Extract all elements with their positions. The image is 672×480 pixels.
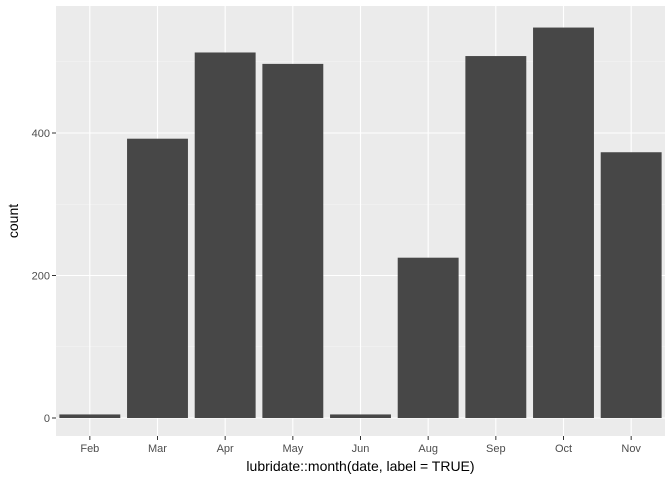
y-tick-label: 0 [44, 413, 50, 425]
x-tick-label-apr: Apr [217, 443, 234, 455]
x-tick-label-sep: Sep [486, 443, 506, 455]
x-tick-label-jun: Jun [352, 443, 370, 455]
bar-may [262, 63, 324, 418]
y-axis: 0 200 400 [32, 128, 56, 425]
x-axis-title: lubridate::month(date, label = TRUE) [246, 458, 474, 474]
bar-nov [600, 152, 662, 419]
x-axis: Feb Mar Apr May Jun Aug Sep Oct Nov [80, 436, 641, 455]
x-tick-label-mar: Mar [148, 443, 167, 455]
bars [59, 27, 662, 419]
x-tick-label-may: May [282, 443, 303, 455]
bar-aug [397, 257, 459, 418]
y-tick-label: 400 [32, 128, 50, 140]
x-tick-label-aug: Aug [418, 443, 438, 455]
y-tick-label: 200 [32, 271, 50, 283]
x-tick-label-feb: Feb [80, 443, 99, 455]
bar-apr [194, 52, 256, 419]
bar-oct [533, 27, 594, 419]
y-axis-title: count [5, 204, 21, 238]
bar-feb [59, 414, 121, 418]
bar-sep [465, 56, 527, 419]
x-tick-label-nov: Nov [621, 443, 641, 455]
bar-jun [330, 414, 391, 418]
bar-mar [127, 138, 188, 418]
x-tick-label-oct: Oct [555, 443, 572, 455]
